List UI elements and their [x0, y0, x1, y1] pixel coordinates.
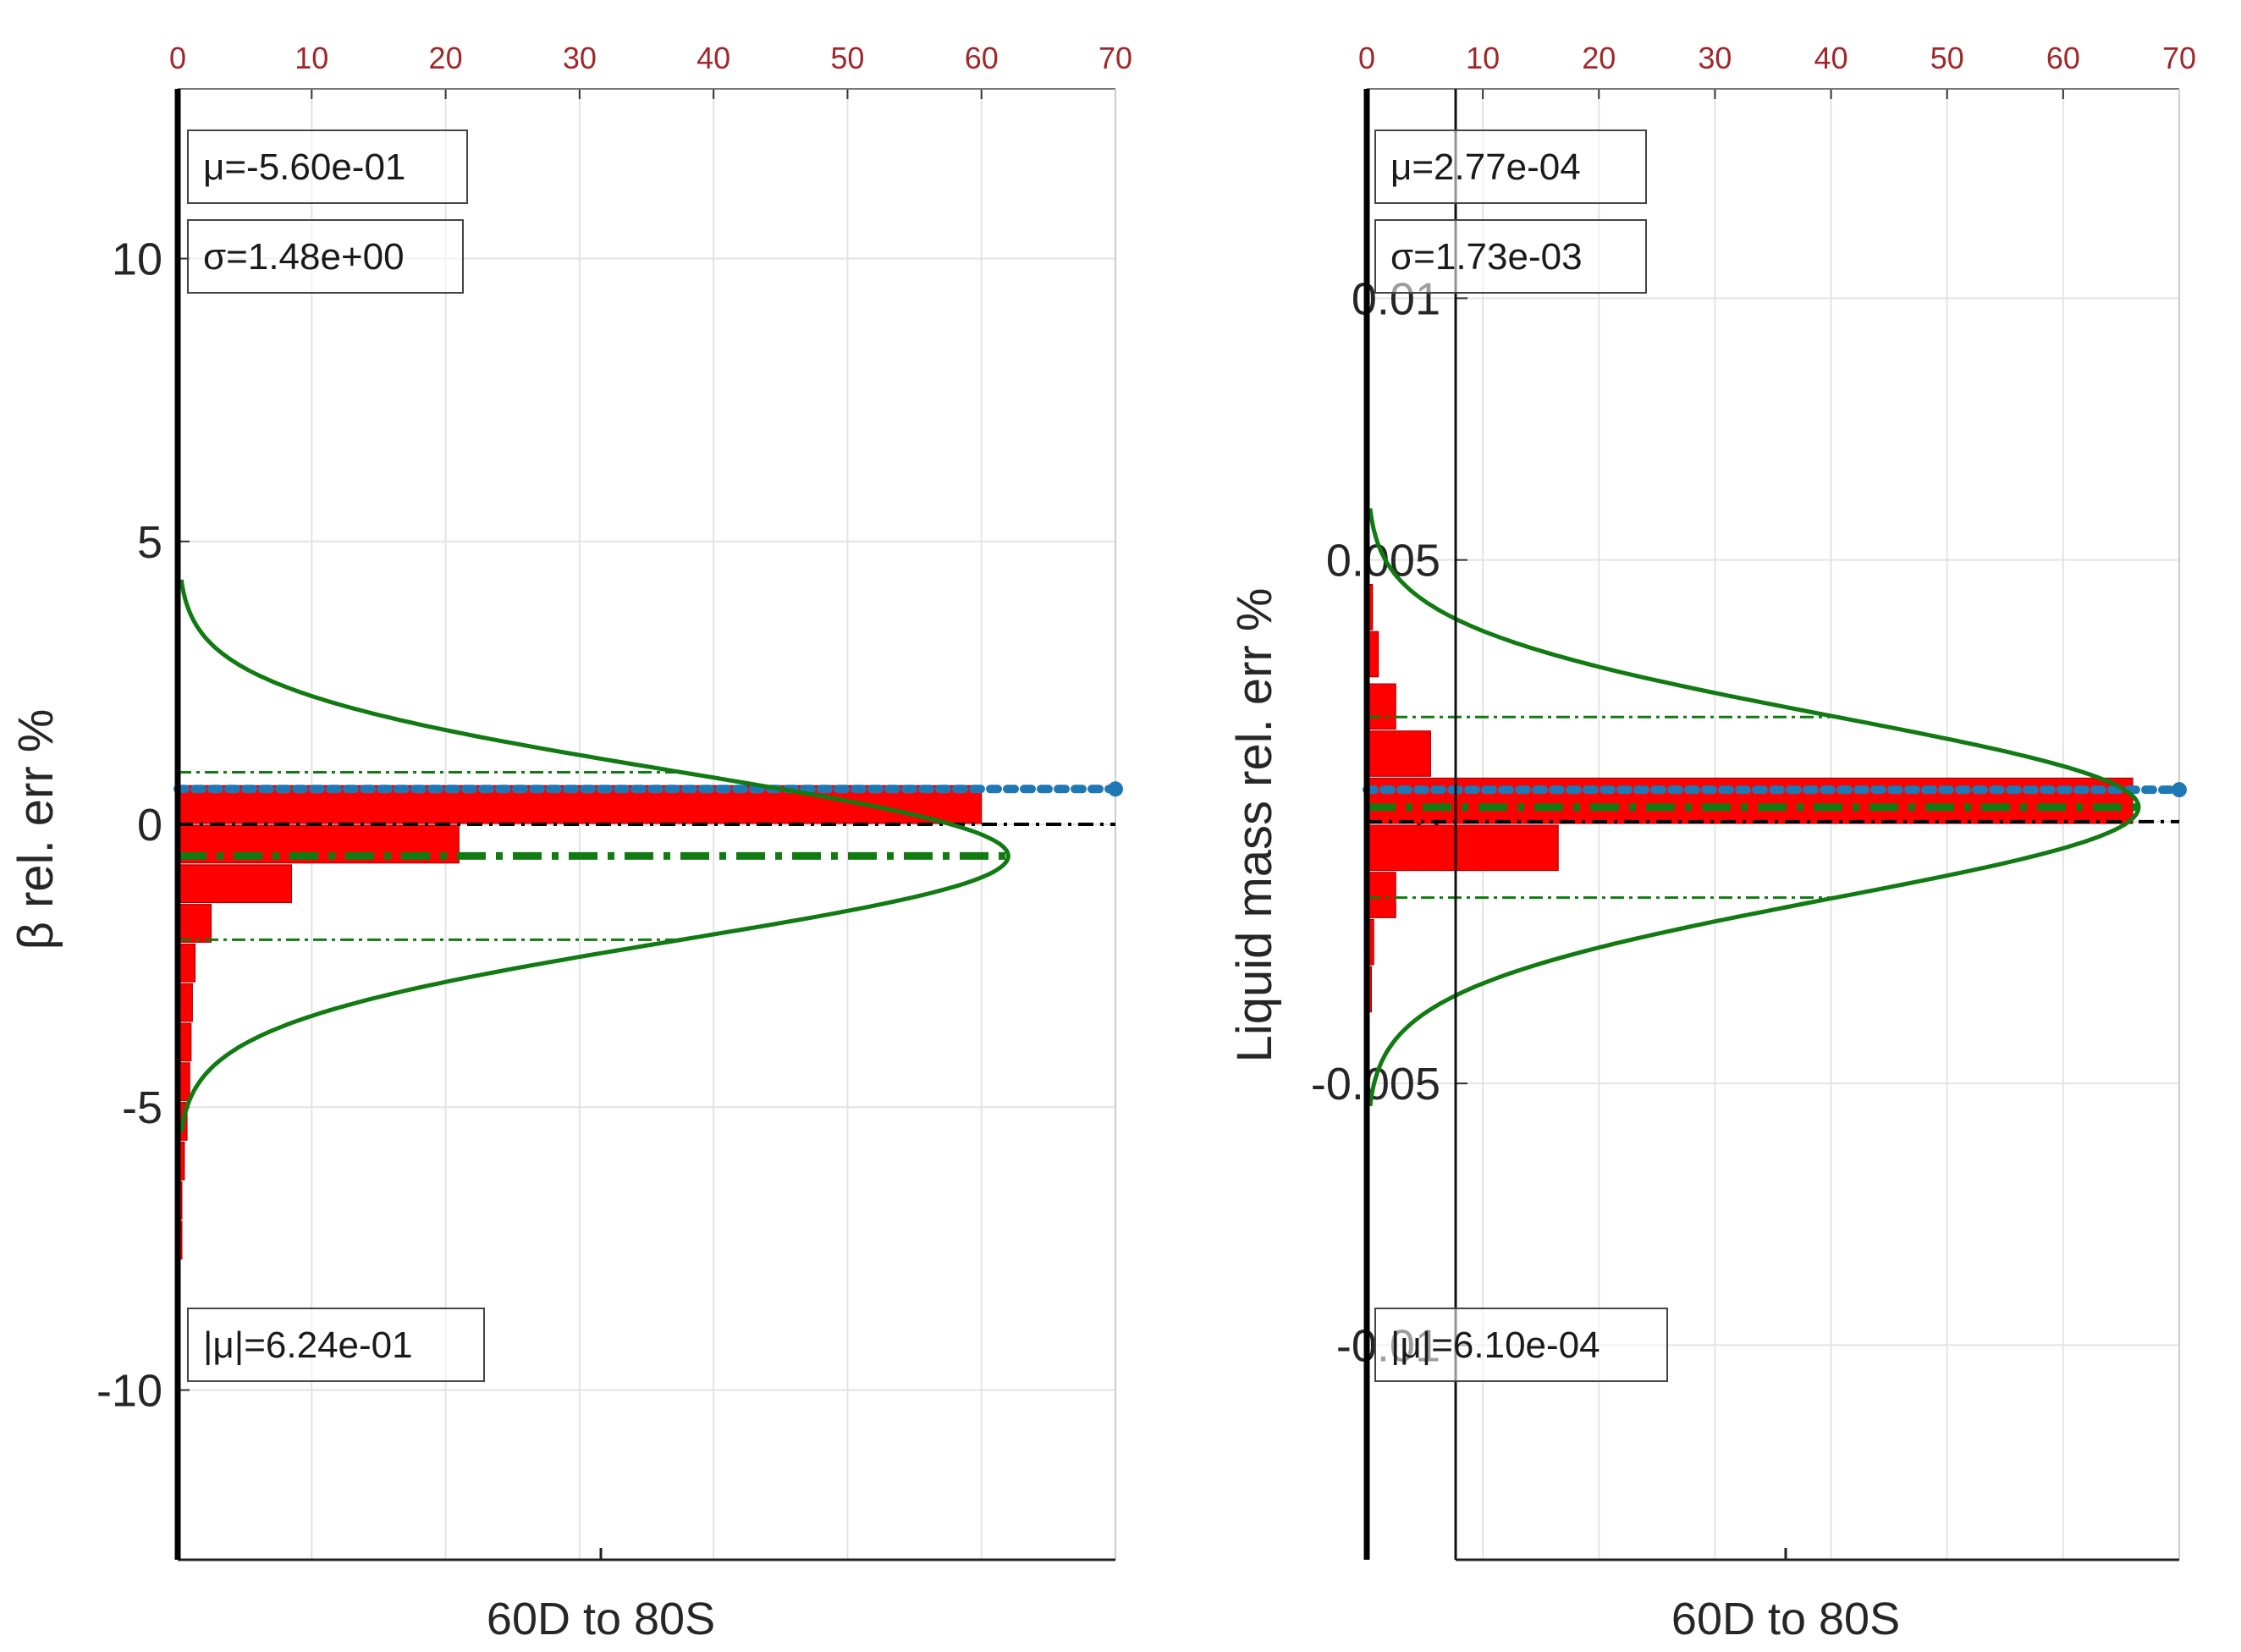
top-tick-label: 40: [697, 41, 730, 75]
y-axis-label: Liquid mass rel. err %: [1227, 588, 1282, 1063]
histogram-bar: [1368, 583, 1374, 631]
histogram-bar: [179, 904, 212, 943]
histogram-bar: [179, 864, 293, 904]
stat-label-mu: μ=-5.60e-01: [203, 146, 405, 188]
left-tick-label: -10: [96, 1365, 162, 1416]
top-tick-label: 10: [295, 41, 328, 75]
top-tick-label: 50: [830, 41, 864, 75]
stat-label-abs_mu: |μ|=6.24e-01: [203, 1324, 413, 1366]
histogram-bar: [179, 1062, 190, 1102]
left-tick-label: -5: [122, 1082, 162, 1133]
top-tick-label: 60: [2046, 41, 2080, 75]
stat-box-abs_mu: [1374, 1308, 1668, 1382]
left-tick-label: 0: [137, 800, 162, 851]
top-tick-label: 40: [1814, 41, 1848, 75]
normal-fit-curve: [1368, 508, 2141, 1107]
histogram-bar: [1368, 824, 1559, 872]
x-axis-label: 60D to 80S: [1671, 1594, 1900, 1644]
normal-fit-curve: [179, 579, 1010, 1133]
top-tick-label: 20: [1582, 41, 1616, 75]
histogram-bar: [1368, 631, 1379, 678]
histogram-bar: [1368, 872, 1396, 918]
abs-mean-marker: [2172, 782, 2187, 798]
stat-box-sigma: [1374, 219, 1647, 294]
top-tick-label: 10: [1466, 41, 1500, 75]
top-tick-label: 60: [965, 41, 999, 75]
top-tick-label: 20: [429, 41, 463, 75]
chart-beta-rel-err: 0 10 20 30 40 50 60 701050-5-10μ=-5.60e-01σ=1.4…: [8, 41, 1132, 1644]
left-tick-label: 5: [137, 517, 162, 568]
histogram-bar: [179, 1022, 192, 1062]
histogram-bar: [1368, 730, 1431, 777]
y-axis-label: β rel. err %: [8, 709, 63, 950]
histogram-bar: [179, 983, 193, 1022]
histogram-bar: [179, 1141, 185, 1181]
top-tick-label: 30: [563, 41, 597, 75]
histogram-bar: [1368, 777, 2134, 824]
stat-box-mu: [187, 129, 468, 204]
stat-label-mu: μ=2.77e-04: [1390, 146, 1581, 188]
stat-label-abs_mu: |μ|=6.10e-04: [1390, 1324, 1600, 1366]
x-axis-label: 60D to 80S: [487, 1594, 715, 1644]
stat-box-sigma: [187, 219, 464, 294]
top-tick-label: 70: [2162, 41, 2196, 75]
left-tick-label: 10: [112, 234, 162, 285]
histogram-bar: [179, 943, 196, 983]
top-tick-label: 0: [1358, 41, 1375, 75]
stat-label-sigma: σ=1.48e+00: [203, 236, 405, 278]
top-tick-label: 0: [169, 41, 186, 75]
top-tick-label: 30: [1698, 41, 1732, 75]
chart-liquid-mass-rel-err: 0102030405060700.010.0050-0.005-0.01μ=2.…: [1227, 41, 2196, 1644]
stat-box-abs_mu: [187, 1308, 485, 1382]
top-tick-label: 50: [1930, 41, 1964, 75]
left-tick-label: 0.005: [1326, 536, 1440, 586]
histogram-bar: [1368, 918, 1374, 966]
stat-label-sigma: σ=1.73e-03: [1390, 236, 1583, 278]
histogram-bar: [1368, 683, 1396, 730]
stat-box-mu: [1374, 129, 1647, 204]
abs-mean-marker: [1108, 781, 1123, 797]
top-tick-label: 70: [1098, 41, 1132, 75]
